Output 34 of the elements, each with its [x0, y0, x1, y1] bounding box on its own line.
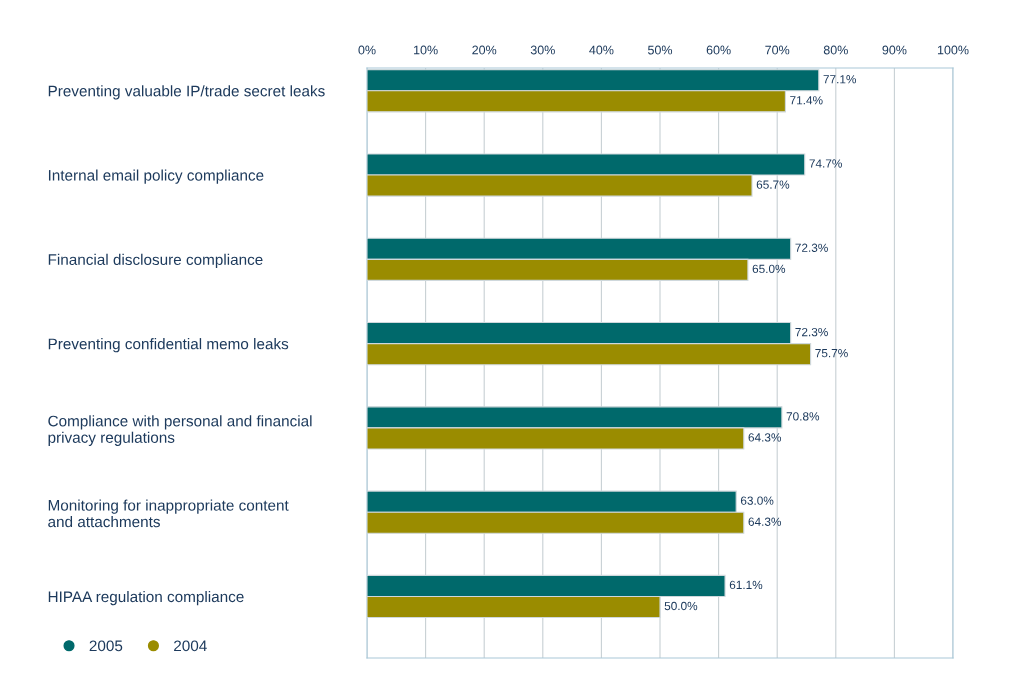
x-tick-label: 10%	[414, 45, 438, 55]
x-tick-label: 20%	[472, 45, 497, 55]
x-tick-label: 60%	[706, 45, 731, 55]
y-tick-label: Financial disclosure compliance	[48, 253, 263, 269]
y-tick-label: Compliance with personal and financial privacy regulations	[48, 415, 312, 446]
data-label: 64.3%	[748, 517, 782, 526]
x-tick-label: 50%	[647, 45, 673, 55]
data-label: 65.7%	[756, 180, 790, 189]
x-tick-label: 0%	[358, 45, 376, 55]
data-label: 72.3%	[795, 243, 828, 252]
legend-label: 2005	[89, 640, 123, 652]
data-label: 63.0%	[740, 496, 774, 505]
data-label: 71.4%	[790, 96, 823, 105]
x-tick-label: 90%	[882, 45, 907, 55]
data-label: 61.1%	[729, 580, 763, 590]
y-tick-label: Internal email policy compliance	[48, 169, 264, 184]
data-label: 70.8%	[786, 412, 820, 421]
y-tick-label: Monitoring for inappropriate content and attachments	[48, 499, 289, 528]
y-tick-label: Preventing confidential memo leaks	[48, 338, 289, 353]
data-label: 74.7%	[809, 159, 842, 168]
data-label: 50.0%	[664, 601, 698, 611]
x-tick-label: 100%	[937, 45, 969, 55]
data-label: 64.3%	[748, 433, 782, 442]
data-label: 72.3%	[795, 327, 828, 337]
data-label: 75.7%	[815, 349, 848, 358]
x-tick-label: 70%	[765, 45, 790, 55]
data-label: 65.0%	[752, 264, 786, 274]
x-tick-label: 80%	[823, 45, 848, 55]
y-tick-label: HIPAA regulation compliance	[48, 590, 244, 606]
data-label: 77.1%	[823, 75, 857, 84]
legend-label: 2004	[174, 640, 207, 652]
x-tick-label: 30%	[530, 45, 555, 55]
x-tick-label: 40%	[589, 45, 614, 55]
y-tick-label: Preventing valuable IP/trade secret leaks	[48, 85, 325, 100]
